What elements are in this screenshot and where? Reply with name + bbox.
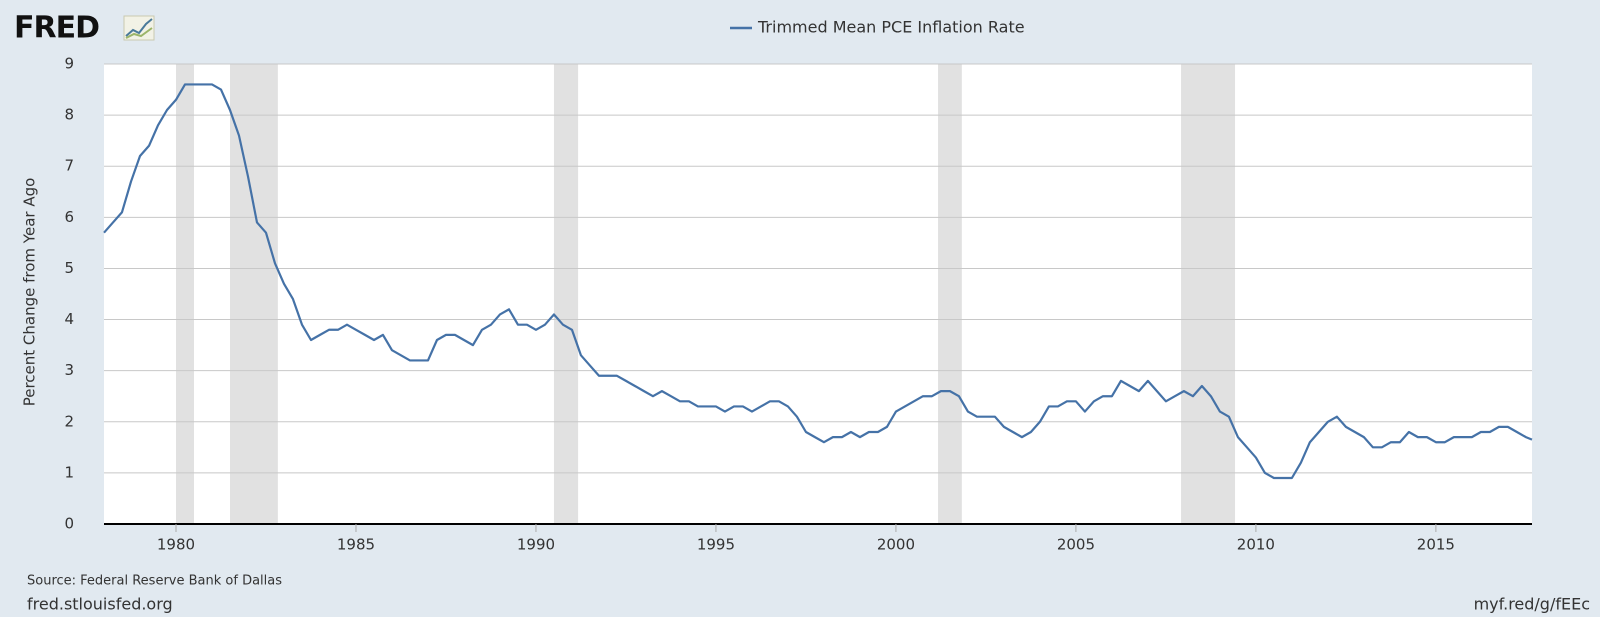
recession-band — [938, 64, 962, 524]
plot-area — [104, 64, 1532, 524]
y-tick-label: 5 — [64, 259, 74, 277]
logo: FRED — [14, 11, 99, 46]
y-axis-label: Percent Change from Year Ago — [21, 178, 39, 407]
x-tick-label: 2005 — [1057, 536, 1095, 554]
x-tick-label: 1985 — [337, 536, 375, 554]
y-tick-label: 9 — [64, 55, 74, 73]
recession-band — [553, 64, 579, 524]
legend-label: Trimmed Mean PCE Inflation Rate — [757, 18, 1025, 37]
x-tick-label: 1990 — [517, 536, 555, 554]
y-tick-label: 6 — [64, 208, 74, 226]
recession-band — [229, 64, 278, 524]
recession-band — [1181, 64, 1236, 524]
short-url: myf.red/g/fEEc — [1474, 595, 1590, 614]
x-tick-label: 2000 — [877, 536, 915, 554]
site: fred.stlouisfed.org — [27, 595, 173, 614]
y-tick-label: 0 — [64, 515, 74, 533]
x-tick-label: 2015 — [1417, 536, 1455, 554]
y-tick-label: 3 — [64, 361, 74, 379]
y-tick-label: 8 — [64, 106, 74, 124]
x-tick-label: 2010 — [1237, 536, 1275, 554]
y-tick-label: 7 — [64, 157, 74, 175]
recession-band — [175, 64, 194, 524]
source: Source: Federal Reserve Bank of Dallas — [27, 574, 282, 589]
y-tick-label: 4 — [64, 310, 74, 328]
series-line — [103, 83, 1533, 480]
logo-icon — [123, 15, 155, 41]
y-tick-label: 2 — [64, 412, 74, 430]
y-tick-label: 1 — [64, 463, 74, 481]
x-tick-label: 1980 — [157, 536, 195, 554]
x-tick-label: 1995 — [697, 536, 735, 554]
